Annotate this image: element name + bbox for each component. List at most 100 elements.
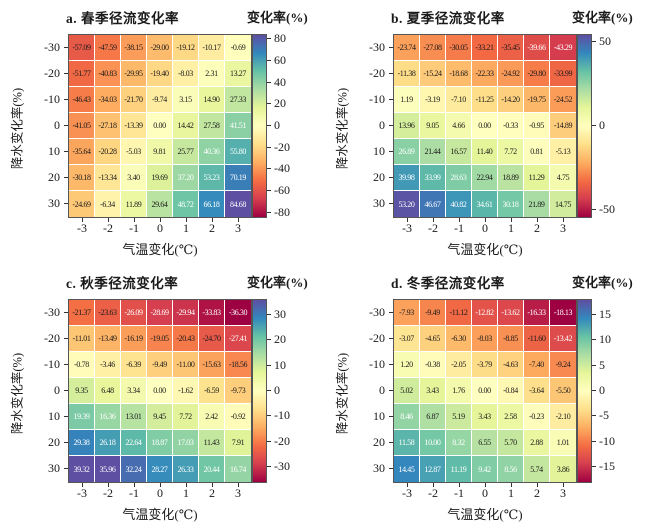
panel-autumn: c. 秋季径流变化率 变化率(%) 降水变化率(%) -21.37 -23.63-… <box>0 267 325 531</box>
y-tick-mark <box>64 442 68 443</box>
x-tick-mark <box>407 218 408 222</box>
heatmap-cell: 33.99 <box>420 165 446 191</box>
x-tick-label: 3 <box>235 486 241 500</box>
colorbar-tick-mark <box>267 365 271 366</box>
y-tick-label: -20 <box>44 66 60 80</box>
heatmap-cell: 8.32 <box>446 430 472 456</box>
colorbar-label: 变化率(%) <box>572 10 633 25</box>
y-tick-label: 10 <box>48 144 60 158</box>
heatmap-cell: -0.38 <box>420 352 446 378</box>
y-tick-mark <box>64 390 68 391</box>
colorbar-tick-mark <box>592 365 596 366</box>
heatmap-cell: -13.42 <box>550 326 576 352</box>
heatmap-cell: 5.02 <box>394 378 420 404</box>
x-tick-mark <box>82 483 83 487</box>
heatmap-cell: 27.58 <box>199 113 225 139</box>
y-tick-mark <box>64 416 68 417</box>
y-tick-mark <box>389 312 393 313</box>
y-tick-label: 20 <box>373 170 385 184</box>
y-tick-label: 30 <box>373 461 385 475</box>
heatmap-cell: 6.87 <box>420 404 446 430</box>
y-tick-mark <box>389 442 393 443</box>
colorbar-tick-mark <box>267 190 271 191</box>
heatmap-cell: 7.91 <box>225 430 251 456</box>
heatmap-cell: 5.19 <box>446 404 472 430</box>
heatmap-cell: -23.63 <box>95 300 121 326</box>
x-axis-label: 气温变化(℃) <box>122 507 198 522</box>
heatmap-cell: 7.72 <box>173 404 199 430</box>
colorbar-tick-mark <box>267 314 271 315</box>
heatmap-cell: 3.86 <box>550 456 576 482</box>
heatmap-cell: -18.56 <box>225 352 251 378</box>
heatmap-cell: -7.93 <box>394 300 420 326</box>
x-tick-mark <box>238 483 239 487</box>
heatmap-cell: 55.80 <box>225 139 251 165</box>
colorbar <box>577 34 592 218</box>
heatmap-cell: 13.01 <box>121 404 147 430</box>
heatmap-cell: 14.45 <box>394 456 420 482</box>
y-tick-label: -20 <box>369 66 385 80</box>
heatmap-cell: 11.19 <box>446 456 472 482</box>
heatmap-cell: 53.23 <box>199 165 225 191</box>
heatmap-cell: -11.25 <box>472 87 498 113</box>
heatmap-cell: -30.05 <box>446 35 472 61</box>
heatmap-cell: -5.03 <box>121 139 147 165</box>
heatmap-cell: -0.95 <box>524 113 550 139</box>
y-tick-label: -10 <box>44 92 60 106</box>
colorbar-tick-label: -50 <box>599 202 615 217</box>
heatmap-cell: -15.63 <box>199 352 225 378</box>
heatmap-cell: 30.18 <box>498 191 524 217</box>
heatmap-cell: -33.21 <box>472 35 498 61</box>
heatmap-cell: 41.51 <box>225 113 251 139</box>
colorbar-tick-label: 10 <box>599 332 611 347</box>
heatmap-cell: -20.43 <box>173 326 199 352</box>
heatmap-cell: -28.69 <box>147 300 173 326</box>
y-tick-mark <box>389 390 393 391</box>
heatmap-cell: -21.70 <box>121 87 147 113</box>
heatmap-cell: -13.34 <box>95 165 121 191</box>
heatmap-cell: 17.03 <box>173 430 199 456</box>
colorbar-tick-mark <box>267 466 271 467</box>
x-tick-label: 2 <box>534 486 540 500</box>
y-tick-label: 0 <box>379 383 385 397</box>
heatmap-cell: -13.39 <box>121 113 147 139</box>
x-tick-mark <box>485 483 486 487</box>
colorbar-tick-label: -10 <box>599 433 615 448</box>
y-tick-mark <box>64 468 68 469</box>
heatmap-cell: 32.24 <box>121 456 147 482</box>
heatmap-cell: 21.89 <box>524 191 550 217</box>
heatmap-cell: 39.32 <box>69 456 95 482</box>
heatmap-cell: 2.88 <box>524 430 550 456</box>
colorbar-tick-mark <box>592 41 596 42</box>
x-tick-mark <box>563 483 564 487</box>
colorbar-tick-label: -80 <box>274 204 290 219</box>
x-tick-label: -1 <box>129 221 139 235</box>
x-tick-mark <box>485 218 486 222</box>
heatmap-cell: 26.33 <box>173 456 199 482</box>
x-tick-label: 1 <box>508 221 514 235</box>
colorbar-tick-mark <box>267 38 271 39</box>
x-tick-label: 2 <box>209 486 215 500</box>
heatmap-cell: 22.94 <box>472 165 498 191</box>
heatmap-cell: 14.90 <box>199 87 225 113</box>
y-tick-label: -30 <box>369 305 385 319</box>
colorbar-tick-label: 0 <box>599 118 605 132</box>
x-tick-mark <box>511 483 512 487</box>
heatmap-cell: 66.18 <box>199 191 225 217</box>
heatmap-cell: -6.59 <box>199 378 225 404</box>
x-tick-mark <box>186 218 187 222</box>
heatmap-cell: -10.17 <box>199 35 225 61</box>
colorbar-tick-mark <box>592 441 596 442</box>
y-tick-mark <box>389 338 393 339</box>
heatmap-cell: 11.58 <box>394 430 420 456</box>
y-tick-mark <box>389 125 393 126</box>
x-tick-mark <box>511 218 512 222</box>
colorbar-tick-mark <box>592 339 596 340</box>
heatmap-cell: -24.70 <box>199 326 225 352</box>
colorbar-tick-mark <box>267 339 271 340</box>
x-tick-mark <box>537 218 538 222</box>
heatmap-cell: -7.10 <box>446 87 472 113</box>
x-tick-mark <box>134 483 135 487</box>
heatmap-cell: -1.62 <box>173 378 199 404</box>
y-tick-mark <box>64 125 68 126</box>
